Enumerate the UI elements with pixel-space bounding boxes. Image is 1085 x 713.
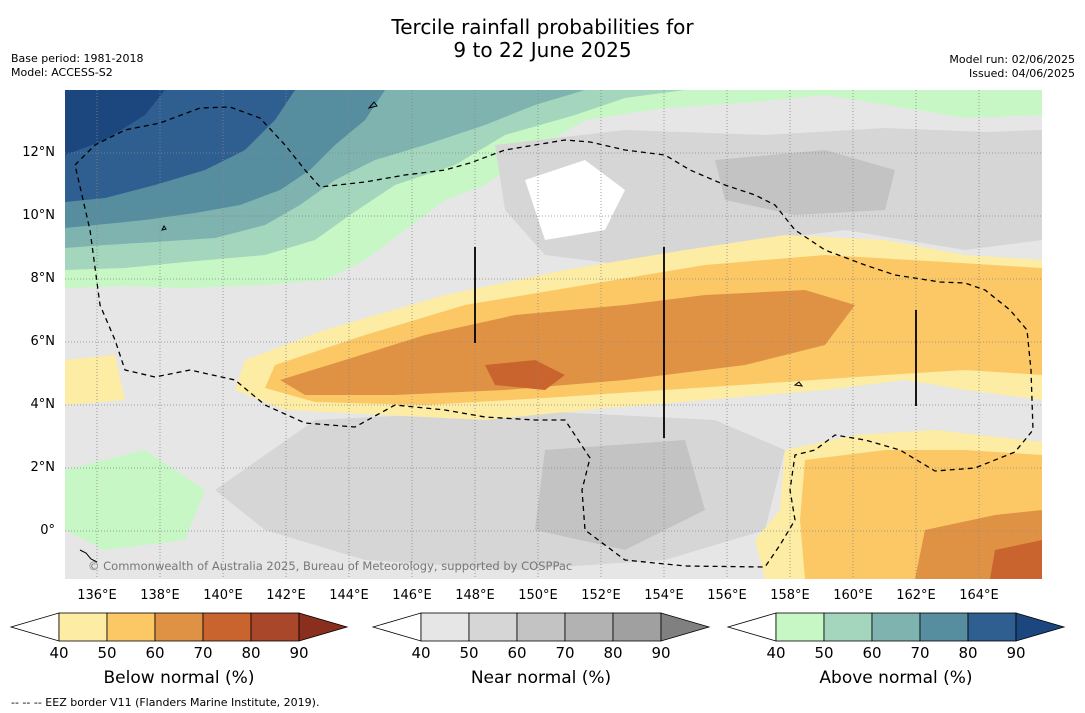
cb2-tick-50: 50 bbox=[459, 644, 479, 662]
colorbar-1-high-extension bbox=[298, 612, 349, 642]
cb1-tick-50: 50 bbox=[97, 644, 117, 662]
base-period-text: Base period: 1981-2018 bbox=[11, 52, 144, 65]
lon-label-136e: 136°E bbox=[77, 588, 117, 603]
cb3-tick-40: 40 bbox=[766, 644, 786, 662]
lat-label-12n: 12°N bbox=[22, 145, 55, 160]
lon-label-138e: 138°E bbox=[140, 588, 180, 603]
colorbar-1-segment-3 bbox=[154, 612, 204, 642]
lon-label-148e: 148°E bbox=[455, 588, 495, 603]
model-text: Model: ACCESS-S2 bbox=[11, 66, 113, 79]
colorbar-2-high-extension bbox=[660, 612, 711, 642]
colorbar-1-segment-2 bbox=[106, 612, 156, 642]
copyright-text: © Commonwealth of Australia 2025, Bureau… bbox=[88, 559, 573, 573]
map-title-line2: 9 to 22 June 2025 bbox=[453, 38, 632, 62]
cb3-tick-50: 50 bbox=[814, 644, 834, 662]
colorbars bbox=[9, 612, 1066, 642]
lat-label-6n: 6°N bbox=[30, 334, 56, 349]
cb2-tick-90: 90 bbox=[651, 644, 671, 662]
lon-label-160e: 160°E bbox=[833, 588, 873, 603]
black-marker-lines bbox=[474, 247, 917, 438]
below-normal-80 bbox=[485, 360, 565, 390]
lon-label-140e: 140°E bbox=[203, 588, 243, 603]
islands bbox=[79, 101, 804, 563]
lon-label-152e: 152°E bbox=[581, 588, 621, 603]
cb1-title: Below normal (%) bbox=[103, 668, 255, 688]
eez-footnote: -- -- -- EEZ border V11 (Flanders Marine… bbox=[11, 696, 320, 709]
lat-label-8n: 8°N bbox=[30, 271, 56, 286]
lat-label-10n: 10°N bbox=[22, 208, 55, 223]
colorbar-2-segment-5 bbox=[612, 612, 662, 642]
lon-label-158e: 158°E bbox=[770, 588, 810, 603]
colorbar-3-segment-4 bbox=[919, 612, 969, 642]
colorbar-3-segment-3 bbox=[871, 612, 921, 642]
cb3-tick-90: 90 bbox=[1006, 644, 1026, 662]
lon-label-164e: 164°E bbox=[959, 588, 999, 603]
cb1-tick-40: 40 bbox=[49, 644, 69, 662]
cb3-title: Above normal (%) bbox=[819, 668, 973, 688]
lon-label-146e: 146°E bbox=[392, 588, 432, 603]
issued-text: Issued: 04/06/2025 bbox=[968, 67, 1075, 80]
lat-label-0: 0° bbox=[40, 523, 55, 538]
colorbar-1-segment-1 bbox=[58, 612, 108, 642]
cb3-tick-70: 70 bbox=[910, 644, 930, 662]
lat-label-4n: 4°N bbox=[30, 397, 56, 412]
colorbar-1-segment-5 bbox=[250, 612, 300, 642]
colorbar-2-segment-2 bbox=[468, 612, 518, 642]
eez-border bbox=[74, 106, 1034, 568]
probability-map bbox=[65, 90, 1042, 579]
cb1-tick-60: 60 bbox=[145, 644, 165, 662]
lon-label-144e: 144°E bbox=[329, 588, 369, 603]
colorbar-3-high-extension bbox=[1015, 612, 1066, 642]
cb3-tick-80: 80 bbox=[958, 644, 978, 662]
cb1-tick-80: 80 bbox=[241, 644, 261, 662]
cb2-tick-80: 80 bbox=[603, 644, 623, 662]
lon-label-162e: 162°E bbox=[896, 588, 936, 603]
colorbar-3-segment-2 bbox=[823, 612, 873, 642]
lat-label-2n: 2°N bbox=[30, 460, 56, 475]
lon-gridlines bbox=[96, 90, 980, 579]
cb3-tick-60: 60 bbox=[862, 644, 882, 662]
cb2-title: Near normal (%) bbox=[470, 668, 612, 688]
colorbar-2-segment-4 bbox=[564, 612, 614, 642]
lon-label-156e: 156°E bbox=[707, 588, 747, 603]
below-normal-70 bbox=[280, 290, 855, 395]
lon-label-154e: 154°E bbox=[644, 588, 684, 603]
colorbar-2-low-extension bbox=[371, 612, 422, 642]
colorbar-1-low-extension bbox=[9, 612, 60, 642]
colorbar-2-segment-1 bbox=[420, 612, 470, 642]
cb2-tick-60: 60 bbox=[507, 644, 527, 662]
cb2-tick-70: 70 bbox=[555, 644, 575, 662]
map-panel bbox=[65, 90, 1042, 579]
cb1-tick-70: 70 bbox=[193, 644, 213, 662]
colorbar-2-segment-3 bbox=[516, 612, 566, 642]
colorbar-1-segment-4 bbox=[202, 612, 252, 642]
colorbar-3-segment-1 bbox=[775, 612, 825, 642]
map-title-line1: Tercile rainfall probabilities for bbox=[391, 15, 694, 39]
cb2-tick-40: 40 bbox=[411, 644, 431, 662]
model-run-text: Model run: 02/06/2025 bbox=[949, 53, 1075, 66]
lat-gridlines bbox=[65, 152, 1042, 532]
colorbar-3-segment-5 bbox=[967, 612, 1017, 642]
lon-label-142e: 142°E bbox=[266, 588, 306, 603]
lon-label-150e: 150°E bbox=[518, 588, 558, 603]
cb1-tick-90: 90 bbox=[289, 644, 309, 662]
colorbar-3-low-extension bbox=[726, 612, 777, 642]
